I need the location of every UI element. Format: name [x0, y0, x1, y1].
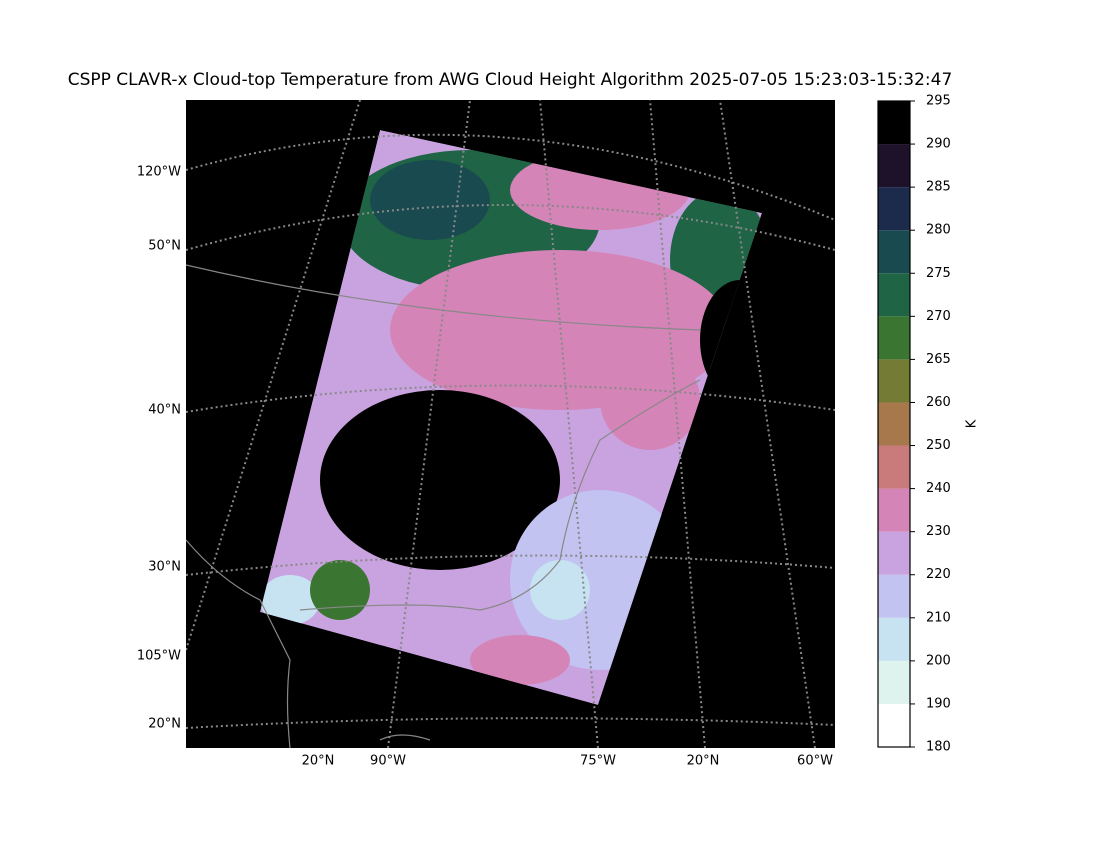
- map-label: 30°N: [148, 560, 181, 575]
- colorbar-segment: [878, 230, 910, 274]
- title: CSPP CLAVR-x Cloud-top Temperature from …: [68, 70, 953, 90]
- colorbar-segment: [878, 144, 910, 188]
- map-label: 75°W: [580, 754, 616, 769]
- map-label: 20°N: [302, 754, 335, 769]
- colorbar-tick-label: 285: [926, 180, 951, 195]
- colorbar-segment: [878, 402, 910, 446]
- colorbar-tick-label: 240: [926, 481, 951, 496]
- map-label: 120°W: [137, 165, 181, 180]
- colorbar-tick-label: 180: [926, 740, 951, 755]
- map-label: 60°W: [797, 754, 833, 769]
- colorbar-frame: [877, 100, 911, 748]
- map-label: 50°N: [148, 239, 181, 254]
- colorbar-tick-label: 275: [926, 266, 951, 281]
- colorbar-segment: [878, 359, 910, 403]
- colorbar-segment: [878, 703, 910, 747]
- colorbar-tick-label: 280: [926, 223, 951, 238]
- map-label: 40°N: [148, 403, 181, 418]
- map-label: 20°N: [148, 717, 181, 732]
- colorbar-tick-label: 260: [926, 395, 951, 410]
- colorbar-tick-label: 265: [926, 352, 951, 367]
- colorbar-tick-label: 210: [926, 610, 951, 625]
- map-label: 90°W: [370, 754, 406, 769]
- colorbar-segment: [878, 531, 910, 575]
- colorbar-tick-label: 190: [926, 696, 951, 711]
- colorbar-segment: [878, 101, 910, 145]
- colorbar-segment: [878, 660, 910, 704]
- colorbar-segment: [878, 488, 910, 532]
- colorbar-segment: [878, 316, 910, 360]
- colorbar-segment: [878, 617, 910, 661]
- colorbar-segment: [878, 187, 910, 231]
- colorbar-tick-label: 220: [926, 567, 951, 582]
- colorbar-tick-label: 270: [926, 309, 951, 324]
- colorbar-tick-label: 200: [926, 653, 951, 668]
- map-label: 105°W: [137, 649, 181, 664]
- colorbar-tick-label: 250: [926, 438, 951, 453]
- swath: [260, 130, 762, 705]
- map-label: 20°N: [687, 754, 720, 769]
- colorbar-segment: [878, 574, 910, 618]
- colorbar-tick-label: 230: [926, 524, 951, 539]
- map: [186, 100, 835, 748]
- colorbar-segment: [878, 445, 910, 489]
- colorbar-tick-label: 290: [926, 137, 951, 152]
- colorbar-segment: [878, 273, 910, 317]
- colorbar-tick-label: 295: [926, 94, 951, 109]
- colorbar-label: K: [965, 419, 980, 428]
